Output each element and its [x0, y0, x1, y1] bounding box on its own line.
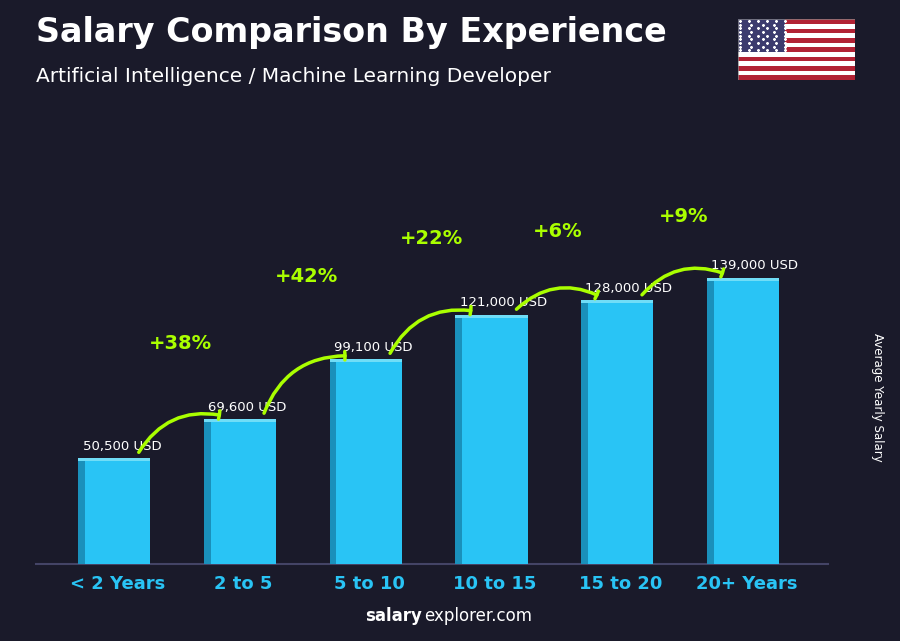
Bar — [455, 315, 527, 318]
Text: +38%: +38% — [149, 334, 212, 353]
Bar — [78, 462, 85, 564]
Bar — [455, 318, 463, 564]
Text: explorer.com: explorer.com — [424, 607, 532, 625]
Text: 50,500 USD: 50,500 USD — [83, 440, 161, 453]
Bar — [738, 52, 855, 56]
Text: Salary Comparison By Experience: Salary Comparison By Experience — [36, 16, 667, 49]
Bar — [738, 62, 855, 66]
Bar — [581, 301, 653, 303]
Bar — [714, 281, 779, 564]
Bar — [78, 458, 150, 462]
Bar — [211, 422, 276, 564]
Bar — [706, 278, 779, 281]
Bar — [337, 362, 401, 564]
Text: 121,000 USD: 121,000 USD — [460, 296, 547, 309]
Text: 128,000 USD: 128,000 USD — [585, 282, 672, 295]
Bar — [588, 303, 653, 564]
Text: 139,000 USD: 139,000 USD — [711, 260, 798, 272]
Bar — [463, 318, 527, 564]
Bar — [738, 76, 855, 80]
Bar — [738, 19, 785, 52]
Text: +22%: +22% — [400, 229, 464, 249]
Bar — [203, 422, 211, 564]
Text: Artificial Intelligence / Machine Learning Developer: Artificial Intelligence / Machine Learni… — [36, 67, 551, 87]
Text: salary: salary — [365, 607, 422, 625]
Bar — [738, 29, 855, 33]
Text: +42%: +42% — [274, 267, 338, 286]
Bar — [738, 71, 855, 76]
Text: 69,600 USD: 69,600 USD — [208, 401, 286, 413]
Text: +9%: +9% — [659, 206, 708, 226]
Text: Average Yearly Salary: Average Yearly Salary — [871, 333, 884, 462]
Bar — [738, 66, 855, 71]
Bar — [85, 462, 150, 564]
Bar — [738, 33, 855, 38]
Text: +6%: +6% — [533, 222, 582, 241]
Bar — [738, 19, 855, 24]
Bar — [706, 281, 714, 564]
Bar — [738, 43, 855, 47]
Text: 99,100 USD: 99,100 USD — [334, 340, 412, 354]
Bar — [738, 56, 855, 62]
Bar — [203, 419, 276, 422]
Bar — [738, 47, 855, 52]
Bar — [581, 303, 588, 564]
Bar — [738, 24, 855, 29]
Bar — [329, 359, 401, 362]
Bar — [738, 38, 855, 43]
Bar — [329, 362, 337, 564]
